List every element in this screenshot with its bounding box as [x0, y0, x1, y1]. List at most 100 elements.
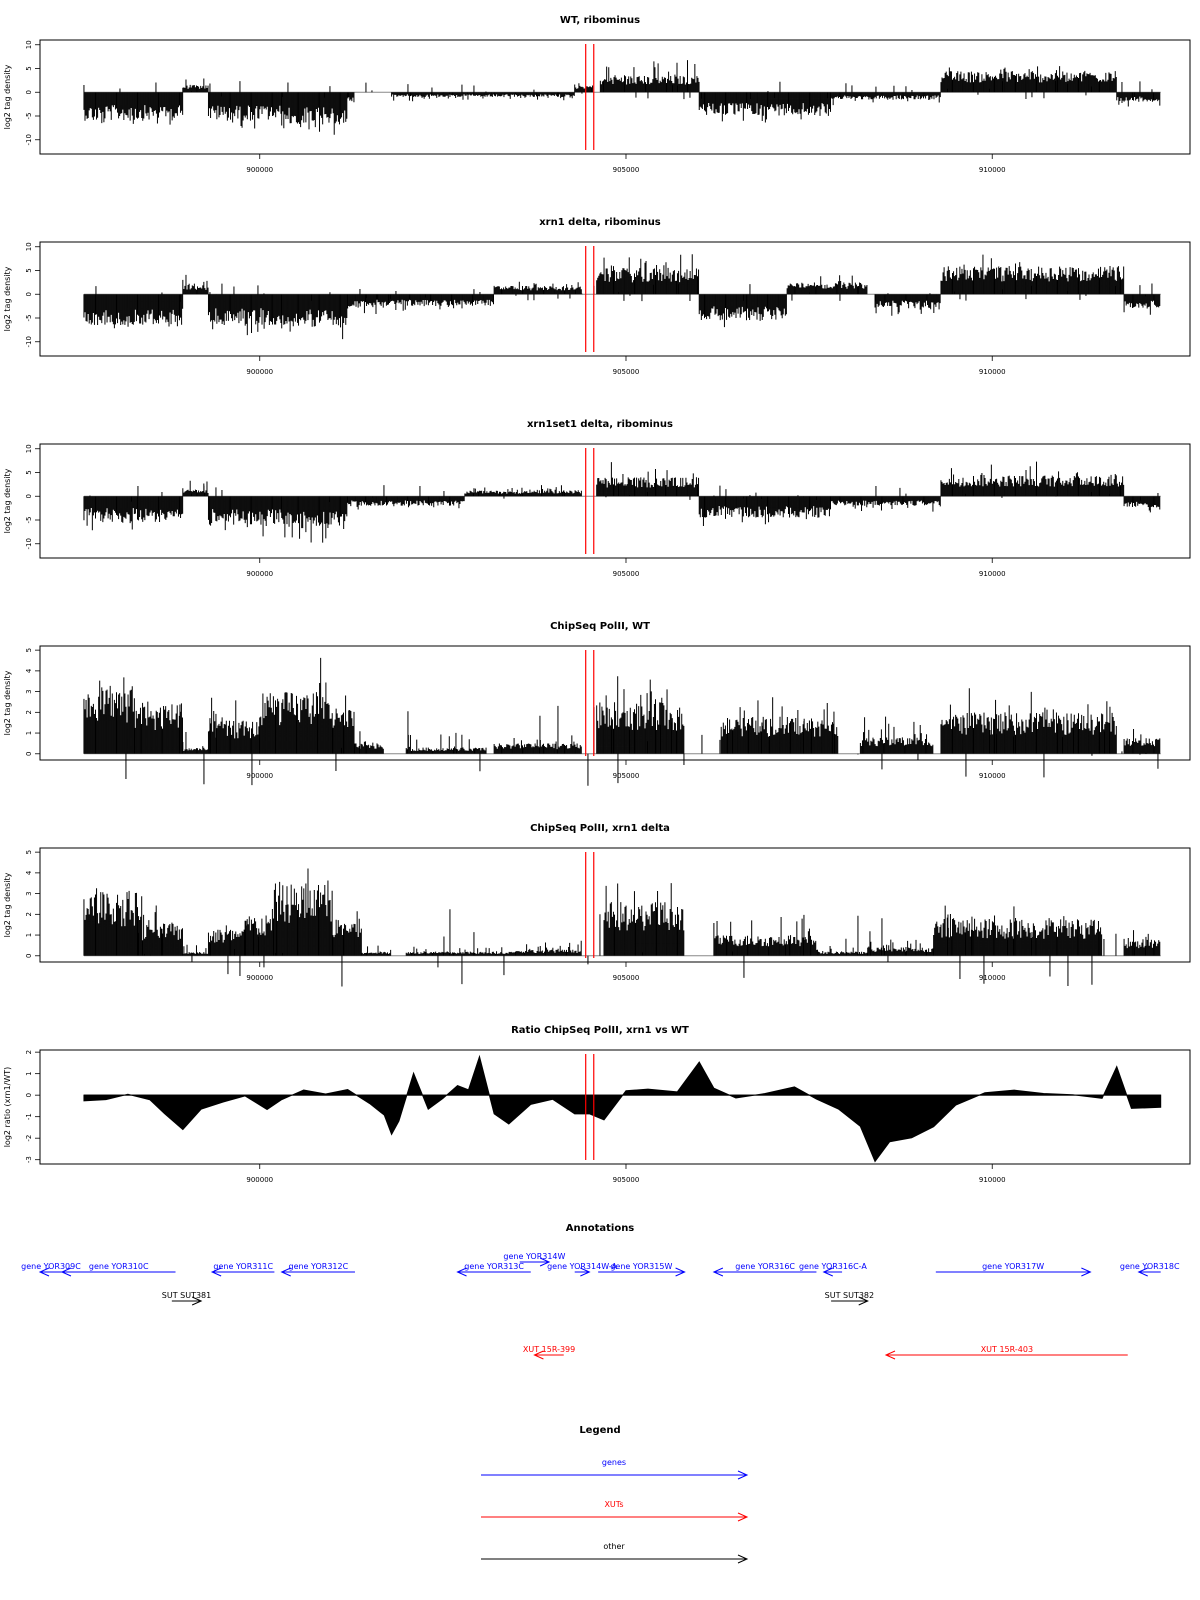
y-tick-label: 2	[25, 1050, 33, 1054]
plot-frame	[39, 1049, 1191, 1165]
track-panel: xrn1 delta, ribominus log2 tag density 10 5…	[3, 217, 1191, 376]
feature-arrow-head	[456, 1267, 467, 1277]
plot-frame	[39, 39, 1191, 155]
track-panel: ChipSeq PolII, xrn1 delta log2 tag densit…	[3, 823, 1191, 987]
y-tick-label: -5	[25, 315, 33, 322]
legend-label: XUTs	[604, 1500, 623, 1509]
x-tick-label: 905000	[613, 166, 640, 174]
track-panel: xrn1set1 delta, ribominus log2 tag densit…	[3, 419, 1191, 578]
feature-arrow-head	[1081, 1267, 1092, 1277]
feature-arrow-head	[712, 1267, 724, 1277]
x-tick-label: 900000	[246, 772, 273, 780]
y-tick-label: 3	[25, 891, 33, 895]
x-tick-label: 910000	[979, 570, 1006, 578]
x-tick-label: 910000	[979, 368, 1006, 376]
legend-arrow-head	[737, 1554, 749, 1564]
panel-title: WT, ribominus	[560, 15, 640, 26]
y-tick-label: 2	[25, 710, 33, 714]
feature-arrow-head	[533, 1350, 544, 1360]
x-tick-label: 910000	[979, 1176, 1006, 1184]
panel-title: xrn1set1 delta, ribominus	[527, 419, 673, 430]
y-tick-label: 0	[25, 90, 33, 94]
feature-label: gene YOR309C	[21, 1262, 81, 1271]
feature-arrow-head	[1137, 1267, 1148, 1277]
feature-arrow-head	[539, 1257, 551, 1267]
plot-frame	[39, 443, 1191, 559]
y-tick-label: 5	[25, 268, 33, 272]
feature-arrow-head	[280, 1267, 291, 1277]
y-tick-label: 5	[25, 470, 33, 474]
feature-label: gene YOR315W	[610, 1262, 672, 1271]
y-tick-label: 1	[25, 731, 33, 735]
plot-frame	[39, 645, 1191, 761]
feature-label: gene YOR318C	[1120, 1262, 1180, 1271]
panel-title: ChipSeq PolII, xrn1 delta	[530, 823, 670, 834]
legend-arrow-head	[737, 1470, 749, 1480]
feature-label: SUT SUT381	[162, 1291, 211, 1300]
feature-label: gene YOR313C	[464, 1262, 524, 1271]
y-tick-label: -10	[25, 134, 33, 145]
y-tick-label: -5	[25, 517, 33, 524]
legend-title: Legend	[579, 1425, 620, 1436]
feature-label: XUT 15R-403	[981, 1345, 1033, 1354]
feature-label: gene YOR317W	[982, 1262, 1044, 1271]
feature-label: gene YOR314W-A	[547, 1262, 617, 1271]
density-bars	[83, 657, 1161, 786]
legend-label: genes	[602, 1458, 626, 1467]
y-axis-label: log2 tag density	[3, 468, 12, 533]
feature-label: gene YOR312C	[288, 1262, 348, 1271]
x-tick-label: 900000	[246, 166, 273, 174]
y-tick-label: -10	[25, 336, 33, 347]
ratio-area	[83, 1054, 1162, 1163]
y-axis-label: log2 ratio (xrn1/WT)	[3, 1067, 12, 1148]
y-tick-label: -3	[25, 1156, 33, 1163]
x-tick-label: 905000	[613, 570, 640, 578]
panel-title: xrn1 delta, ribominus	[539, 217, 661, 228]
track-panel: ChipSeq PolII, WT log2 tag density 0 1 2 3 4 5 9…	[3, 621, 1191, 786]
feature-arrow-head	[38, 1267, 50, 1277]
plot-frame	[39, 847, 1191, 963]
y-tick-label: 4	[25, 668, 33, 673]
y-tick-label: -5	[25, 113, 33, 120]
annotations-title: Annotations	[566, 1223, 635, 1234]
x-tick-label: 900000	[246, 974, 273, 982]
y-axis-label: log2 tag density	[3, 872, 12, 937]
feature-arrow-head	[191, 1296, 203, 1306]
y-axis-label: log2 tag density	[3, 64, 12, 129]
y-tick-label: 5	[25, 648, 33, 652]
feature-label: gene YOR311C	[213, 1262, 273, 1271]
y-tick-label: 10	[25, 40, 33, 49]
y-tick-label: 3	[25, 689, 33, 693]
y-tick-label: 10	[25, 242, 33, 251]
y-tick-label: 10	[25, 444, 33, 453]
y-tick-label: 4	[25, 870, 33, 875]
feature-label: gene YOR316C	[735, 1262, 795, 1271]
plot-frame	[39, 241, 1191, 357]
feature-arrow-head	[60, 1267, 72, 1277]
feature-label: SUT SUT382	[825, 1291, 874, 1300]
y-tick-label: -10	[25, 538, 33, 549]
panel-title: ChipSeq PolII, WT	[550, 621, 650, 632]
annotations-panel: Annotations gene YOR309C gene YOR310C gene…	[21, 1223, 1180, 1360]
legend-label: other	[603, 1542, 625, 1551]
panel-title: Ratio ChipSeq PolII, xrn1 vs WT	[511, 1025, 689, 1036]
x-tick-label: 900000	[246, 570, 273, 578]
feature-label: gene YOR316C-A	[799, 1262, 867, 1271]
x-tick-label: 910000	[979, 974, 1006, 982]
feature-arrow-head	[858, 1296, 869, 1306]
x-tick-label: 905000	[613, 1176, 640, 1184]
x-tick-label: 910000	[979, 772, 1006, 780]
x-tick-label: 905000	[613, 974, 640, 982]
y-axis-label: log2 tag density	[3, 266, 12, 331]
density-bars	[83, 868, 1161, 987]
feature-label: gene YOR310C	[89, 1262, 149, 1271]
feature-label: gene YOR314W	[503, 1252, 565, 1261]
x-tick-label: 910000	[979, 166, 1006, 174]
y-tick-label: 0	[25, 1093, 33, 1097]
track-panel: WT, ribominus log2 tag density 10 5 0 -5 -10 90…	[3, 15, 1191, 174]
y-axis-label: log2 tag density	[3, 670, 12, 735]
legend-panel: Legend genes XUTs other	[481, 1425, 749, 1564]
y-tick-label: 0	[25, 752, 33, 756]
feature-label: XUT 15R-399	[523, 1345, 575, 1354]
